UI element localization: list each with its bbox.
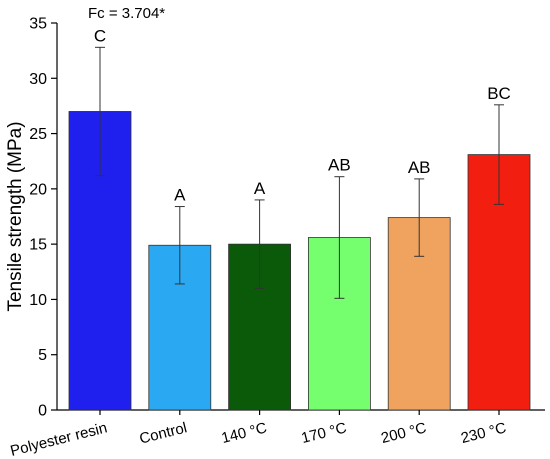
y-tick-label: 25 [29, 126, 47, 143]
x-tick-label: 140 °C [220, 419, 269, 447]
x-tick-label: Control [138, 419, 189, 447]
y-tick-label: 15 [29, 237, 47, 254]
error-bars [95, 46, 504, 299]
significance-annotation: Fc = 3.704* [88, 5, 165, 22]
x-tick-labels: Polyester resin Control 140 °C 170 °C 200 °C… [9, 410, 508, 459]
group-label: A [254, 179, 266, 198]
y-ticks: 0 5 10 15 20 25 30 35 [29, 16, 57, 420]
x-tick-label: 200 °C [379, 419, 428, 447]
group-label: C [94, 26, 106, 45]
group-label: AB [328, 156, 351, 175]
bars [68, 111, 531, 411]
x-tick-label: 230 °C [459, 419, 508, 447]
x-tick-label: Polyester resin [9, 419, 109, 459]
group-label: A [174, 186, 186, 205]
y-tick-label: 35 [29, 16, 47, 33]
y-tick-label: 30 [29, 71, 47, 88]
group-label: BC [487, 84, 511, 103]
group-labels: C A A AB AB BC [94, 26, 511, 204]
y-axis-label: Tensile strength (MPa) [5, 121, 26, 311]
y-tick-label: 5 [38, 347, 47, 364]
y-tick-label: 10 [29, 292, 47, 309]
axes [56, 23, 545, 411]
group-label: AB [408, 158, 431, 177]
y-tick-label: 20 [29, 181, 47, 198]
x-tick-label: 170 °C [300, 419, 349, 447]
y-tick-label: 0 [38, 403, 47, 420]
